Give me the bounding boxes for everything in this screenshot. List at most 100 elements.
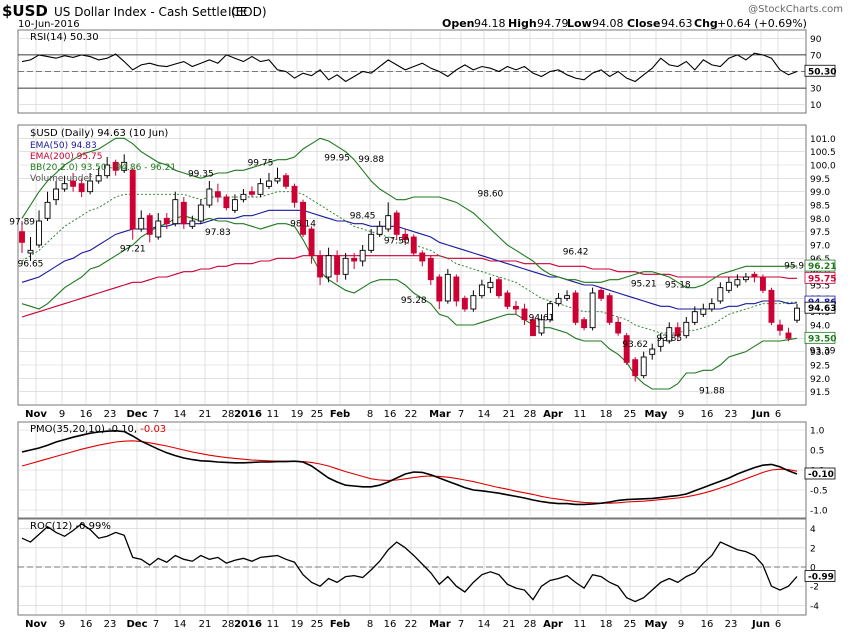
candle-body [521,308,528,321]
roc-x-axis-label: 19 [291,619,304,630]
price-x-axis-label: 7 [153,409,159,420]
candle-body [538,319,545,334]
candle-body [725,281,732,291]
candle-body [734,279,741,286]
roc-last-value: -0.99 [808,573,834,583]
price-x-axis-label: 19 [291,409,304,420]
rsi-panel: 907050301050.30 [17,29,836,114]
pmo-title: PMO(35,20,10) -0.10, -0.03 [30,424,166,435]
candle-body [478,284,485,297]
price-x-axis-label: 9 [59,409,65,420]
price-y-tick-label: 99.5 [810,175,830,185]
candle-body [359,249,366,262]
candle-body [785,332,792,339]
candle-body [180,201,187,225]
candle-body [155,220,162,238]
roc-x-axis-label: Mar [429,619,451,630]
roc-x-axis-label: 16 [384,619,397,630]
candle-body [27,249,34,254]
pmo-line [21,429,798,506]
roc-x-axis-label: 21 [199,619,212,630]
candle-body [495,279,502,297]
rsi-y-tick-label: 90 [810,35,822,45]
price-annotation: 98.14 [290,220,316,230]
candle-body [700,308,707,315]
candle-body [300,201,306,235]
candle-body [530,319,536,337]
roc-x-axis-label: 28 [222,619,235,630]
high-label: High [508,17,537,30]
candle-body [70,180,77,187]
candle-body [214,191,221,198]
roc-x-axis-label: Feb [330,619,350,630]
candle-body [657,337,664,347]
price-y-tick-label: 97.0 [810,242,830,252]
candle-body [606,295,613,323]
candle-body [598,289,605,299]
roc-line [21,522,798,603]
roc-x-axis-label: Dec [126,619,147,630]
chart-date: 10-Jun-2016 [18,19,80,30]
roc-x-axis-label: 28 [524,619,537,630]
price-annotation: 97.83 [205,228,231,238]
pmo-last-value: -0.10 [808,470,834,480]
price-x-axis-label: 11 [267,409,280,420]
price-annotation: 99.35 [188,169,214,179]
candle-body [674,327,681,337]
price-x-axis-label: 8 [367,409,373,420]
candle-body [223,196,230,209]
candle-body [163,217,170,225]
candle-body [794,307,800,321]
roc-last-value-box [804,570,836,582]
change-value: +0.64 (+0.69%) [717,17,807,30]
roc-x-axis-label: Apr [543,619,563,630]
price-x-axis-label: Nov [25,409,47,420]
high-value: 94.79 [537,17,569,30]
ema200-line [21,255,797,318]
candle-body [402,233,409,241]
rsi-line [21,52,798,83]
price-annotation: 99.75 [248,159,274,169]
roc-y-tick-label: 4 [810,525,816,535]
price-y-tick-label: 101.0 [810,135,836,145]
candle-body [266,180,272,187]
price-x-axis-label: 21 [199,409,212,420]
roc-x-axis-label: 9 [678,619,684,630]
candle-body [547,303,553,321]
roc-panel: 4 2 0 -2 -4 -0.99 [17,518,836,616]
price-annotation: 94.61 [529,314,555,324]
price-last-value-tag: 93.50 [808,334,836,344]
roc-y-tick-label: -4 [810,602,819,612]
pmo-title-main: PMO(35,20,10) -0.10, [30,424,137,435]
candle-body [640,356,647,377]
price-y-tick-label: 99.0 [810,188,830,198]
price-y-tick-label: 92.0 [810,375,830,385]
legend-ema200: EMA(200) 95.75 [30,152,102,162]
price-x-axis-label: 28 [222,409,235,420]
price-x-axis-label: 16 [701,409,714,420]
roc-x-axis-label: 23 [725,619,738,630]
price-annotation: 97.89 [9,217,35,227]
candle-body [487,281,494,289]
roc-x-axis-label: 7 [458,619,464,630]
legend-bollinger: BB(20,2.0) 93.50 - 94.86 - 96.21 [30,163,176,173]
open-label: Open [442,17,475,30]
price-last-value-tag: 94.63 [808,304,836,314]
price-annotation: 95.90 [784,261,810,271]
candle-body [581,319,588,329]
close-value: 94.63 [661,17,693,30]
roc-title: ROC(12) -0.99% [30,521,111,532]
exchange-label: ICE [228,5,248,19]
pmo-y-tick-label: -1.0 [810,507,828,517]
candle-body [564,295,571,299]
roc-x-axis: Nov 9 16 23 Dec 7 14 21 28 2016 11 19 25 Feb 8 16 22 Mar 7… [25,619,781,630]
price-x-axis-label: 28 [524,409,537,420]
candle-body [666,327,673,342]
price-last-value-tag: 95.75 [808,274,836,284]
price-annotation: 93.85 [656,334,682,344]
symbol-label: $USD [2,2,48,20]
price-x-axis-label: May [645,409,668,420]
price-y-tick-label: 92.5 [810,362,830,372]
pmo-y-tick-label: 0.5 [810,447,824,457]
